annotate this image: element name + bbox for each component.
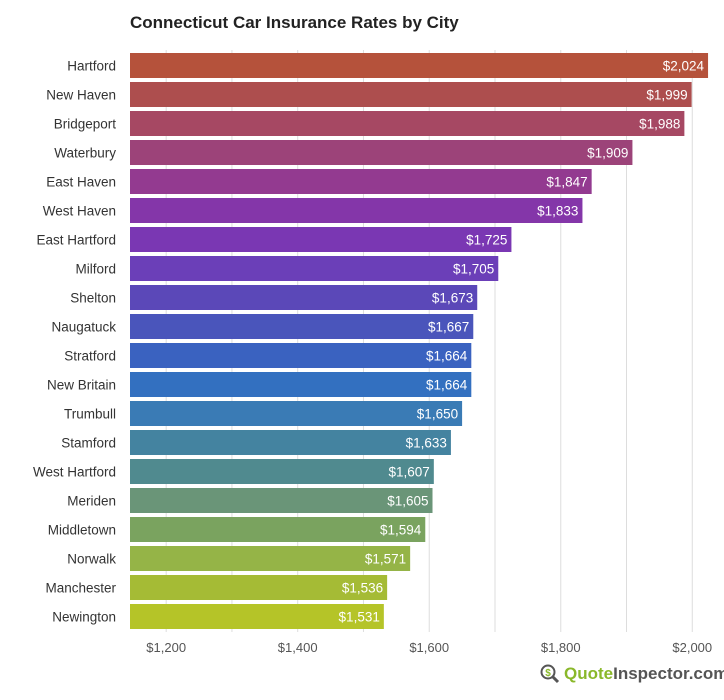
x-tick-label: $1,200 xyxy=(146,640,186,655)
x-tick-label: $1,400 xyxy=(278,640,318,655)
bar xyxy=(130,53,709,78)
bar xyxy=(130,198,583,223)
y-category-label: Middletown xyxy=(48,523,116,538)
y-category-label: Trumbull xyxy=(64,407,116,422)
y-category-label: Stamford xyxy=(61,436,116,451)
bar xyxy=(130,488,433,513)
y-category-label: Stratford xyxy=(64,349,116,364)
data-label: $1,725 xyxy=(466,233,507,248)
data-label: $1,571 xyxy=(365,552,406,567)
bar xyxy=(130,604,384,629)
bar xyxy=(130,546,411,571)
data-label: $1,594 xyxy=(380,523,422,538)
y-category-label: West Hartford xyxy=(33,465,116,480)
data-label: $1,667 xyxy=(428,320,469,335)
bar xyxy=(130,401,463,426)
data-label: $1,664 xyxy=(426,378,468,393)
data-label: $1,833 xyxy=(537,204,578,219)
bar xyxy=(130,314,474,339)
bar xyxy=(130,256,499,281)
svg-text:$: $ xyxy=(545,668,551,679)
bar xyxy=(130,517,426,542)
magnifier-dollar-icon: $ xyxy=(540,664,560,684)
bar xyxy=(130,459,434,484)
y-category-label: Milford xyxy=(75,262,116,277)
y-category-label: Meriden xyxy=(67,494,116,509)
y-category-label: Shelton xyxy=(70,291,116,306)
y-category-label: West Haven xyxy=(43,204,116,219)
data-label: $1,847 xyxy=(546,175,587,190)
data-label: $1,607 xyxy=(389,465,430,480)
y-category-label: East Hartford xyxy=(36,233,116,248)
y-category-label: Waterbury xyxy=(54,146,116,161)
quoteinspector-logo: $ QuoteInspector.com xyxy=(540,664,724,684)
data-label: $1,633 xyxy=(406,436,447,451)
y-category-label: Norwalk xyxy=(67,552,116,567)
y-category-label: Manchester xyxy=(45,581,116,596)
x-tick-label: $1,600 xyxy=(409,640,449,655)
bar xyxy=(130,111,685,136)
logo-text-inspector: Inspector.com xyxy=(613,664,724,683)
bar xyxy=(130,430,451,455)
bar xyxy=(130,169,592,194)
data-label: $1,673 xyxy=(432,291,473,306)
y-category-label: Naugatuck xyxy=(51,320,116,335)
data-label: $1,536 xyxy=(342,581,383,596)
bar xyxy=(130,575,388,600)
y-category-label: Newington xyxy=(52,610,116,625)
data-label: $1,650 xyxy=(417,407,458,422)
data-label: $1,999 xyxy=(646,88,687,103)
y-category-label: East Haven xyxy=(46,175,116,190)
bar xyxy=(130,285,478,310)
x-tick-label: $1,800 xyxy=(541,640,581,655)
data-label: $2,024 xyxy=(663,59,705,74)
y-category-label: Bridgeport xyxy=(54,117,117,132)
y-category-label: New Britain xyxy=(47,378,116,393)
chart-title: Connecticut Car Insurance Rates by City xyxy=(130,13,459,32)
y-category-label: Hartford xyxy=(67,59,116,74)
bar xyxy=(130,227,512,252)
bar xyxy=(130,140,633,165)
y-category-label: New Haven xyxy=(46,88,116,103)
x-tick-label: $2,000 xyxy=(672,640,712,655)
data-label: $1,909 xyxy=(587,146,628,161)
bar xyxy=(130,343,472,368)
data-label: $1,705 xyxy=(453,262,494,277)
bar xyxy=(130,82,692,107)
data-label: $1,664 xyxy=(426,349,468,364)
data-label: $1,605 xyxy=(387,494,428,509)
logo-text-quote: Quote xyxy=(564,664,614,683)
data-label: $1,988 xyxy=(639,117,680,132)
bar xyxy=(130,372,472,397)
data-label: $1,531 xyxy=(339,610,380,625)
